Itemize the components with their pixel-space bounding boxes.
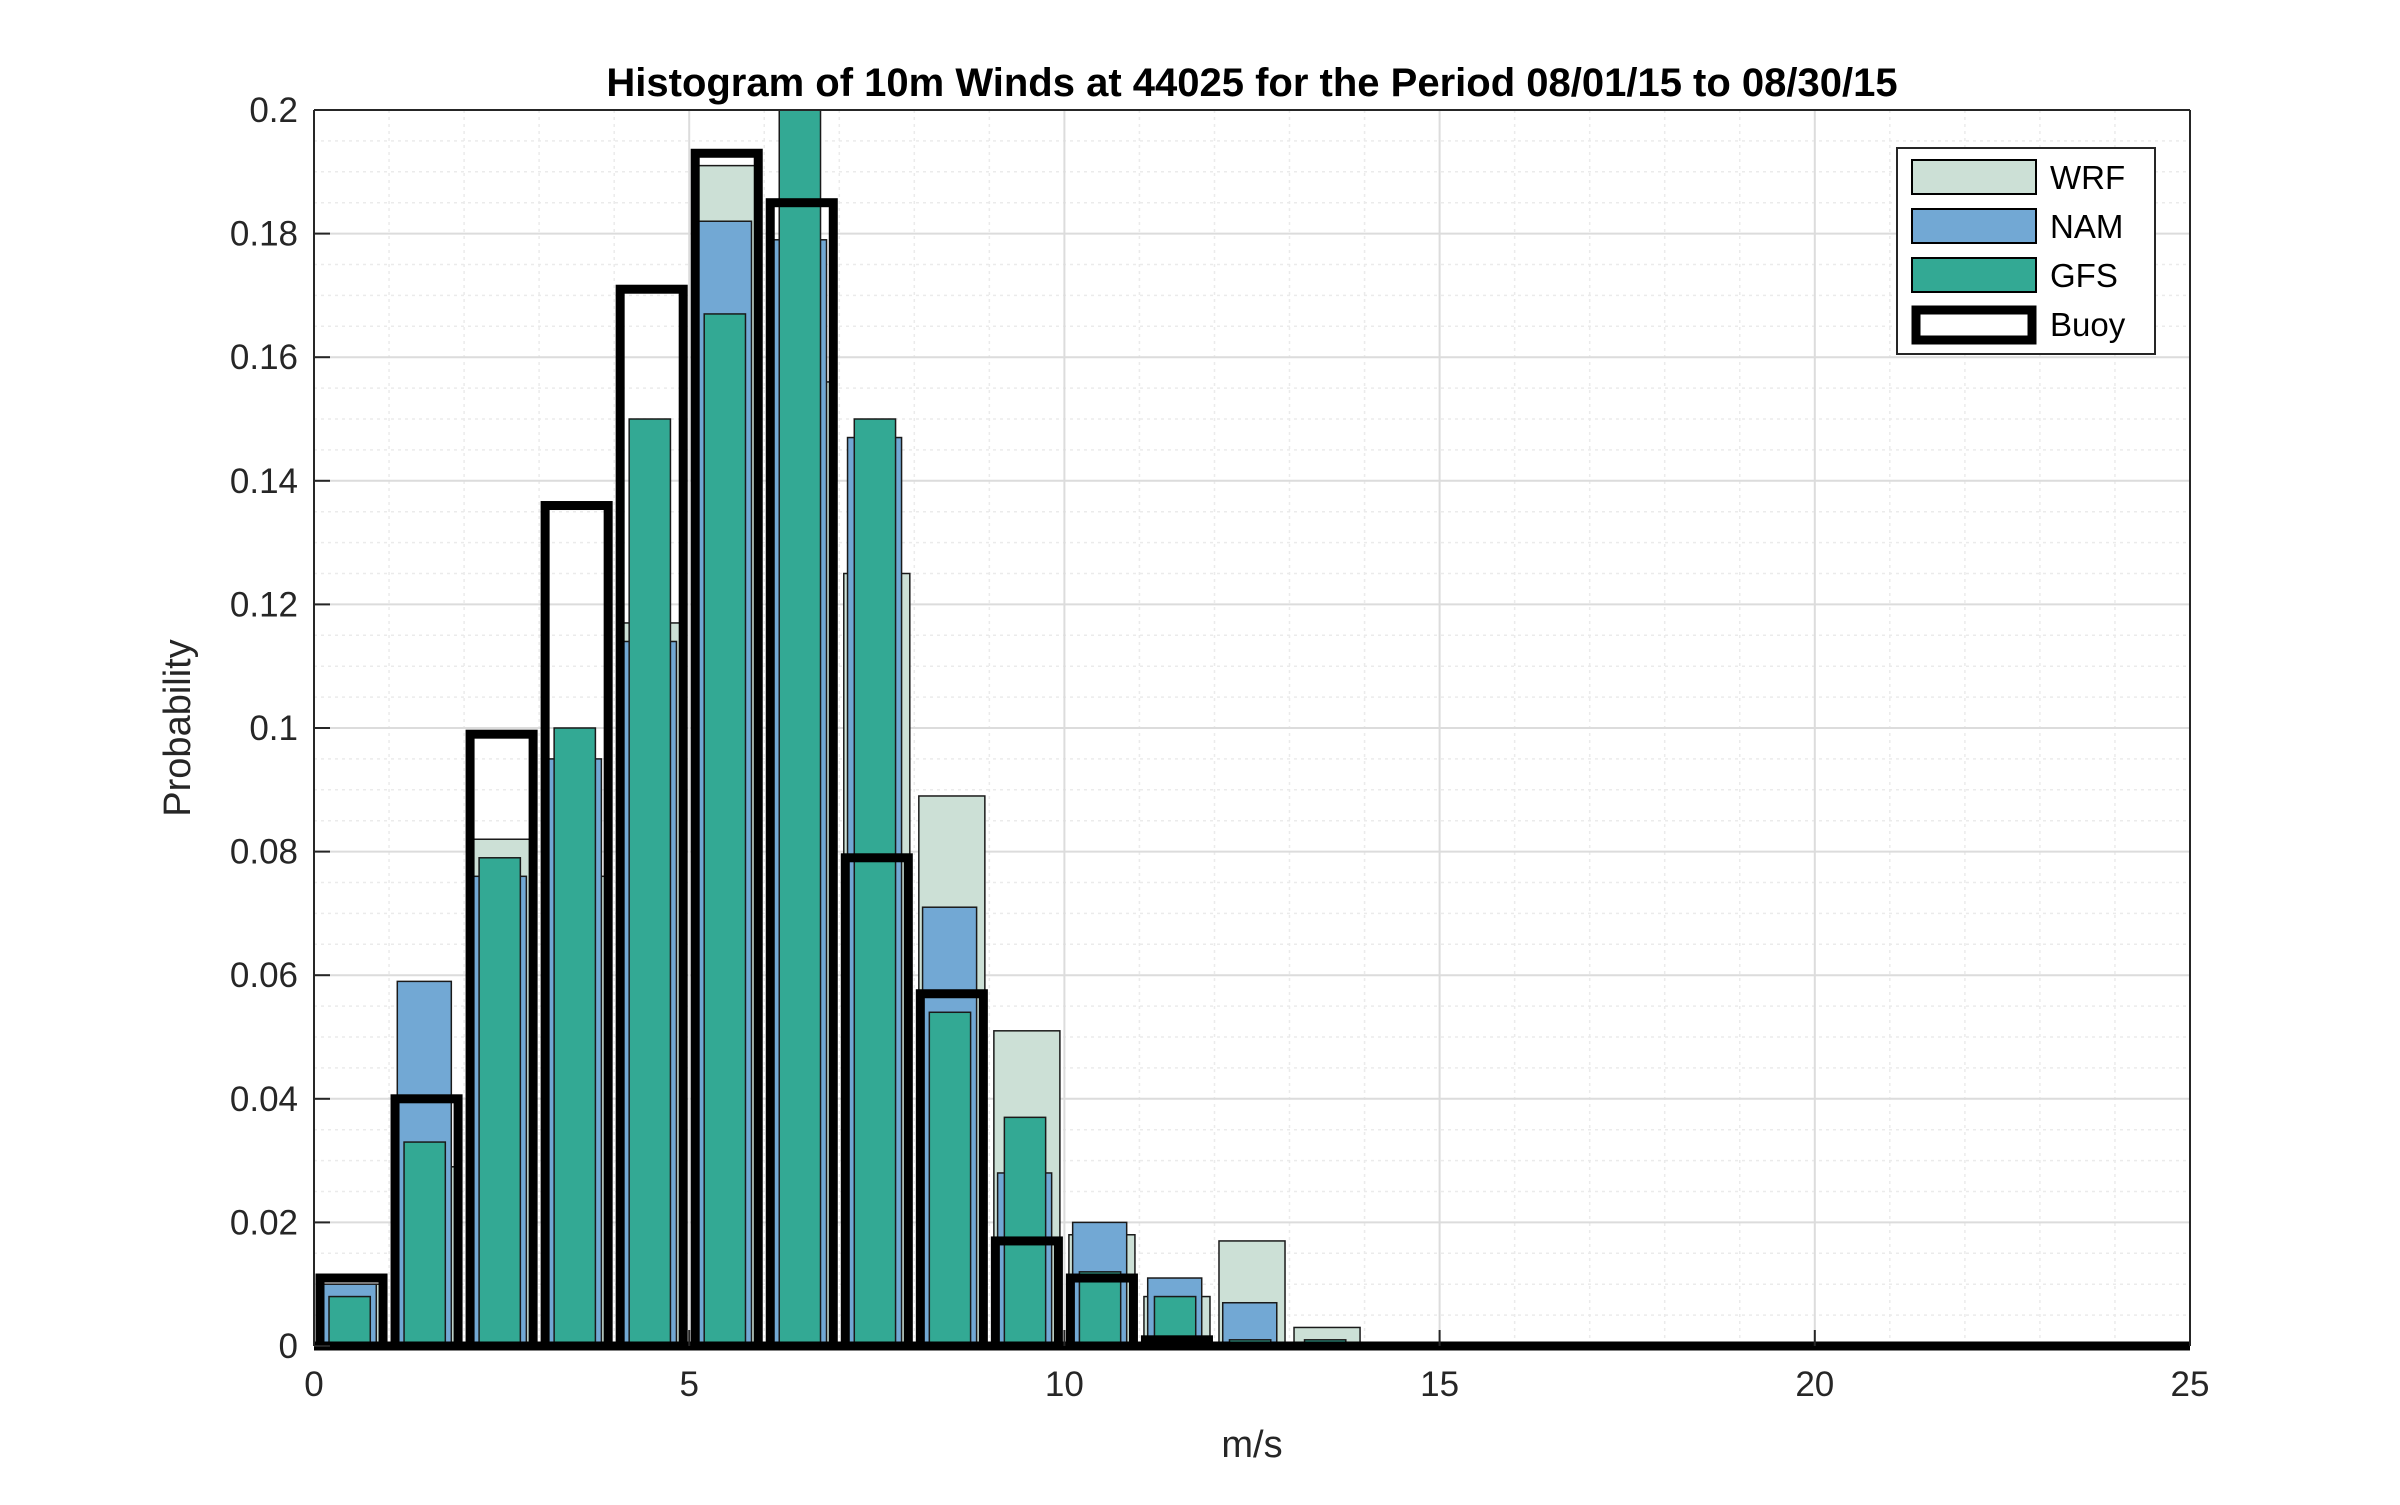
gfs-bar	[1078, 1271, 1122, 1347]
y-tick-label: 0.18	[230, 215, 298, 254]
y-tick-label: 0	[279, 1327, 298, 1366]
y-tick-label: 0.2	[249, 91, 298, 130]
chart-legend: WRF NAM GFS Buoy	[1896, 147, 2156, 355]
gfs-bars	[328, 109, 1347, 1347]
gfs-bar	[628, 418, 672, 1347]
gfs-bar	[703, 313, 747, 1347]
y-tick-label: 0.12	[230, 585, 298, 624]
y-tick-label: 0.1	[249, 709, 298, 748]
y-tick-label: 0.08	[230, 833, 298, 872]
gfs-bar	[928, 1011, 972, 1347]
gfs-bar	[778, 109, 822, 1347]
y-tick-label: 0.14	[230, 462, 298, 501]
gfs-bar	[553, 727, 597, 1347]
gfs-bar	[403, 1141, 447, 1347]
y-tick-label: 0.04	[230, 1080, 298, 1119]
gfs-bar	[328, 1295, 372, 1347]
tick-marks	[313, 109, 2191, 1347]
y-tick-label: 0.06	[230, 956, 298, 995]
x-tick-label: 25	[2171, 1365, 2210, 1404]
gfs-bar	[1003, 1116, 1047, 1347]
legend-swatch-gfs	[1911, 257, 2037, 293]
y-tick-label: 0.02	[230, 1203, 298, 1242]
legend-label-gfs: GFS	[2050, 257, 2118, 294]
legend-swatch-wrf	[1911, 159, 2037, 195]
x-tick-label: 0	[304, 1365, 323, 1404]
legend-swatch-buoy	[1911, 305, 2037, 345]
tick-labels: 0 5 10 15 20 25 0 0.02 0.04 0.06 0.08 0.1 0.12 0.14 0.…	[230, 91, 2210, 1404]
y-tick-label: 0.16	[230, 338, 298, 377]
gfs-bar	[853, 418, 897, 1347]
gfs-bar	[478, 857, 522, 1347]
x-tick-label: 5	[679, 1365, 698, 1404]
legend-swatch-nam	[1911, 208, 2037, 244]
legend-label-buoy: Buoy	[2050, 306, 2126, 343]
chart-title: Histogram of 10m Winds at 44025 for the …	[606, 61, 1897, 105]
y-axis-label: Probability	[157, 639, 199, 816]
x-tick-label: 10	[1045, 1365, 1084, 1404]
x-tick-label: 20	[1795, 1365, 1834, 1404]
legend-label-wrf: WRF	[2050, 159, 2125, 196]
legend-label-nam: NAM	[2050, 208, 2123, 245]
axes-frame	[313, 109, 2191, 1351]
x-axis-label: m/s	[1221, 1424, 1282, 1466]
x-tick-label: 15	[1420, 1365, 1459, 1404]
